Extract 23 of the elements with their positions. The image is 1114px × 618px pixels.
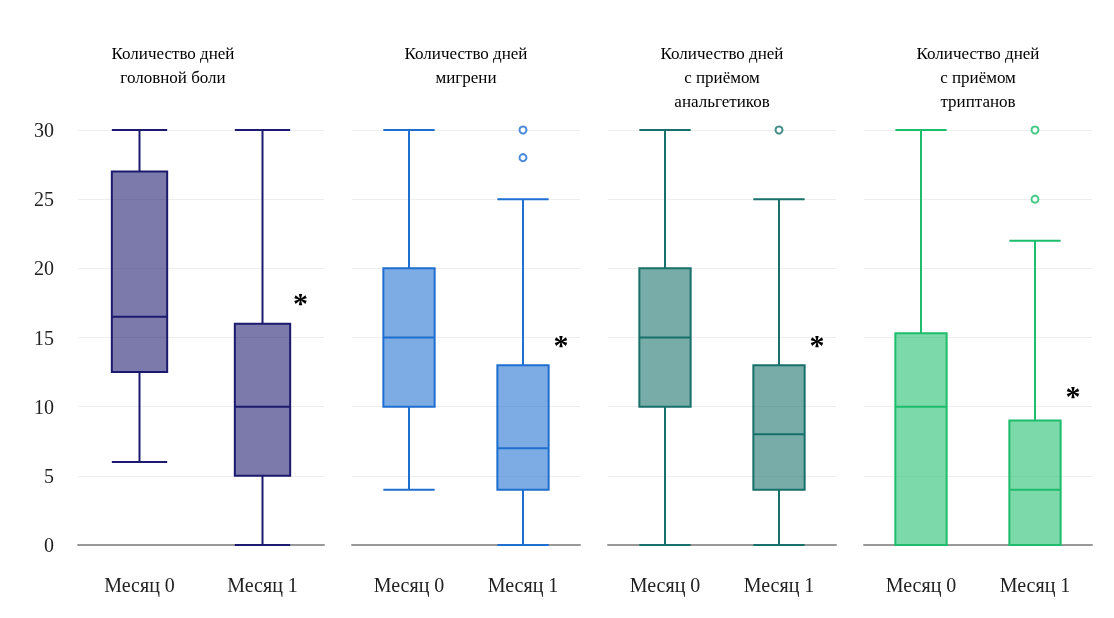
x-tick-label: Месяц 0 — [629, 574, 701, 597]
chart-title: Количество дней с приёмом триптанов — [916, 43, 1040, 111]
annotation: * — [809, 327, 825, 361]
chart-title: Количество дней головной боли — [111, 43, 235, 87]
annotation: * — [553, 327, 569, 361]
x-tick-label: Месяц 0 — [104, 574, 175, 597]
chart-title: Количество дней мигрени — [404, 43, 528, 87]
x-tick-label: Месяц 1 — [743, 574, 815, 597]
y-tick-label: 0 — [44, 534, 54, 556]
annotation: * — [1065, 379, 1081, 413]
annotation: * — [293, 286, 308, 320]
y-tick-label: 30 — [34, 119, 54, 141]
x-tick-label: Месяц 0 — [885, 574, 957, 597]
x-tick-label: Месяц 1 — [227, 574, 298, 597]
chart-title: Количество дней с приёмом анальгетиков — [660, 43, 784, 111]
y-tick-label: 20 — [34, 257, 54, 280]
y-tick-label: 5 — [44, 464, 54, 487]
x-tick-label: Месяц 0 — [373, 574, 445, 597]
x-tick-label: Месяц 1 — [999, 574, 1071, 597]
y-tick-label: 10 — [34, 395, 54, 418]
y-tick-label: 15 — [34, 326, 54, 349]
y-tick-label: 25 — [34, 188, 54, 211]
x-tick-label: Месяц 1 — [487, 574, 559, 597]
